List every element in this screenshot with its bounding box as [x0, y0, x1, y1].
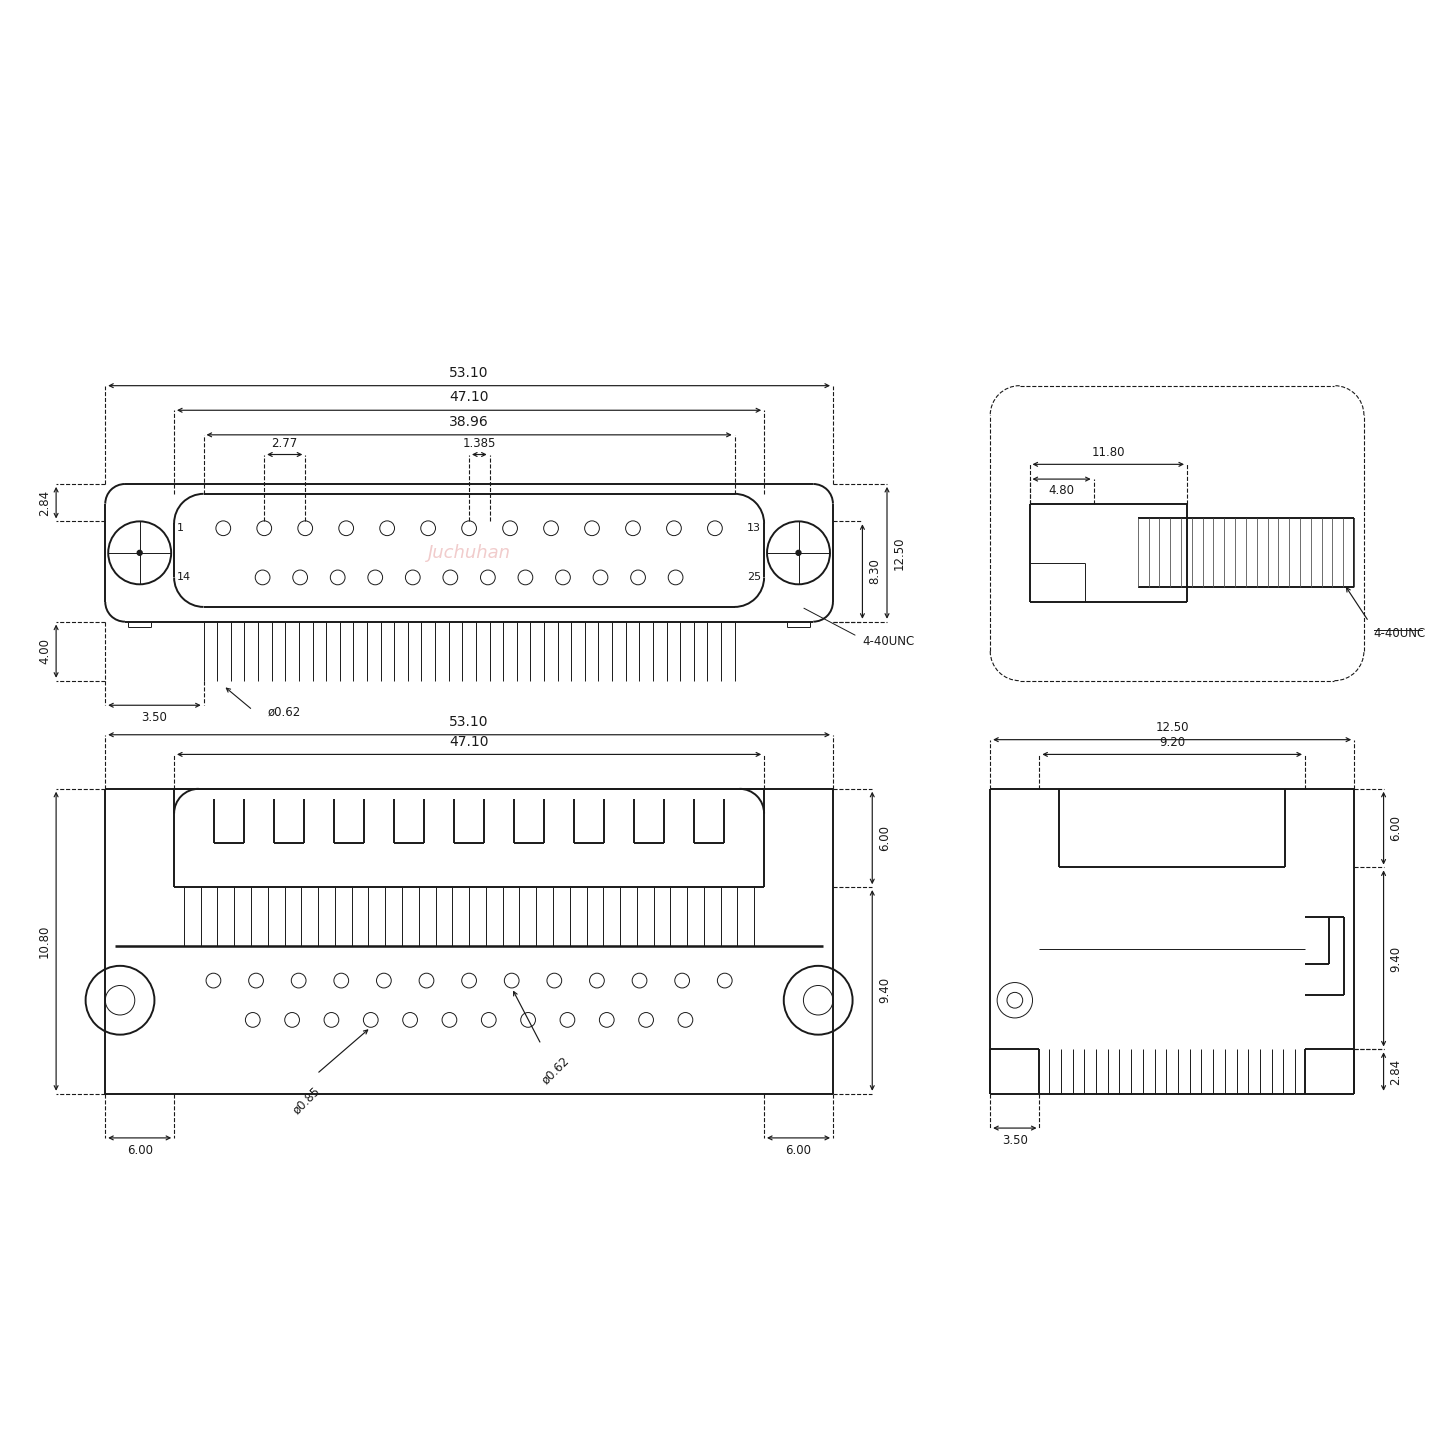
- Text: 38.96: 38.96: [449, 415, 490, 429]
- Text: 13: 13: [747, 523, 762, 533]
- Text: Juchuhan: Juchuhan: [428, 544, 511, 562]
- Text: 47.10: 47.10: [449, 390, 488, 405]
- Text: 8.30: 8.30: [868, 559, 881, 585]
- Text: ø0.62: ø0.62: [540, 1054, 572, 1087]
- Text: 2.84: 2.84: [39, 490, 52, 516]
- Text: 25: 25: [747, 573, 762, 582]
- Text: ø0.62: ø0.62: [268, 706, 301, 719]
- Text: 12.50: 12.50: [1155, 721, 1189, 734]
- Text: 1.385: 1.385: [462, 436, 495, 449]
- Circle shape: [137, 550, 143, 556]
- Text: ø0.85: ø0.85: [291, 1084, 323, 1116]
- Text: 2.77: 2.77: [272, 436, 298, 449]
- Text: 4-40UNC: 4-40UNC: [1374, 626, 1426, 639]
- Text: 4.80: 4.80: [1048, 484, 1074, 497]
- Text: 12.50: 12.50: [893, 536, 906, 570]
- Text: 9.40: 9.40: [1390, 946, 1403, 972]
- Text: 6.00: 6.00: [1390, 815, 1403, 841]
- Text: 9.40: 9.40: [878, 978, 891, 1004]
- Text: 9.20: 9.20: [1159, 736, 1185, 749]
- Text: 6.00: 6.00: [785, 1143, 812, 1156]
- Text: 10.80: 10.80: [37, 924, 50, 958]
- Text: 6.00: 6.00: [878, 825, 891, 851]
- Text: 3.50: 3.50: [141, 711, 167, 724]
- Circle shape: [796, 550, 801, 556]
- Text: 1: 1: [177, 523, 184, 533]
- Text: 53.10: 53.10: [449, 714, 488, 729]
- Text: 3.50: 3.50: [1002, 1133, 1028, 1148]
- Text: 2.84: 2.84: [1390, 1058, 1403, 1084]
- Text: 6.00: 6.00: [127, 1143, 153, 1156]
- Text: 53.10: 53.10: [449, 366, 488, 380]
- Text: 11.80: 11.80: [1092, 446, 1125, 459]
- Text: 47.10: 47.10: [449, 734, 488, 749]
- Text: 14: 14: [177, 573, 192, 582]
- Text: 4.00: 4.00: [39, 638, 52, 664]
- Text: 4-40UNC: 4-40UNC: [863, 635, 914, 648]
